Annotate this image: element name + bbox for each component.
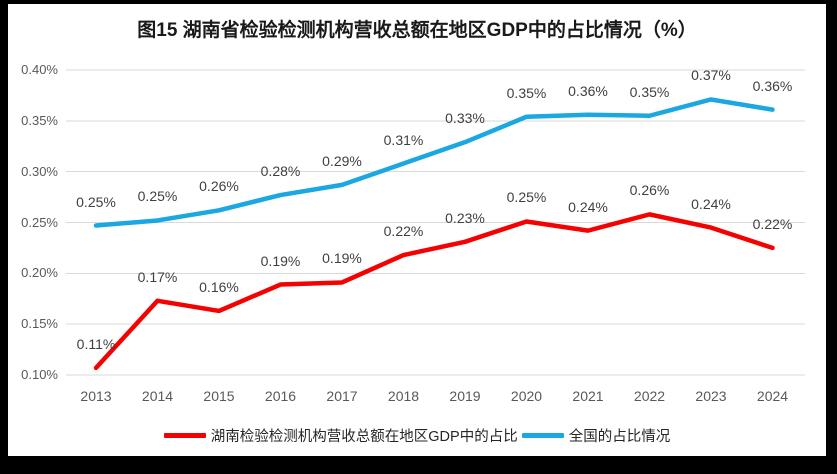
x-tick-label: 2021 <box>572 388 604 404</box>
y-tick-label: 0.10% <box>21 367 58 382</box>
data-label: 0.24% <box>568 198 608 215</box>
data-label: 0.26% <box>199 178 239 195</box>
legend-item-hunan: 湖南检验检测机构营收总额在地区GDP中的占比 <box>163 425 518 446</box>
data-label: 0.36% <box>568 82 608 99</box>
x-tick-label: 2013 <box>80 388 112 404</box>
plot-area <box>66 69 805 376</box>
legend-label-hunan: 湖南检验检测机构营收总额在地区GDP中的占比 <box>210 429 518 445</box>
legend-swatch-hunan-line <box>163 433 206 438</box>
data-label: 0.25% <box>506 189 547 206</box>
y-tick-label: 0.30% <box>21 163 58 179</box>
series-line-national <box>93 97 775 228</box>
x-tick-label: 2016 <box>264 388 297 404</box>
data-label: 0.37% <box>691 67 731 84</box>
data-label: 0.26% <box>629 182 670 199</box>
x-tick-label: 2015 <box>203 388 235 404</box>
data-label: 0.22% <box>752 215 793 232</box>
data-label: 0.35% <box>506 84 547 101</box>
chart-legend: 湖南检验检测机构营收总额在地区GDP中的占比 全国的占比情况 <box>8 425 826 446</box>
data-label: 0.16% <box>199 278 239 295</box>
y-tick-label: 0.15% <box>21 316 58 332</box>
legend-label-national: 全国的占比情况 <box>568 429 671 445</box>
legend-swatch-national-line <box>521 433 564 438</box>
data-label: 0.31% <box>383 131 424 148</box>
legend-item-national: 全国的占比情况 <box>521 425 671 446</box>
data-label: 0.22% <box>383 223 424 240</box>
x-tick-label: 2019 <box>449 388 481 404</box>
x-tick-label: 2022 <box>633 388 666 404</box>
x-tick-label: 2023 <box>695 388 727 404</box>
data-label: 0.11% <box>76 335 116 352</box>
x-tick-label: 2018 <box>387 388 420 404</box>
chart-panel: 图15 湖南省检验检测机构营收总额在地区GDP中的占比情况（%） 0.40% 0.… <box>8 4 826 456</box>
data-label: 0.19% <box>322 250 362 267</box>
data-label: 0.25% <box>76 193 116 210</box>
data-label: 0.24% <box>691 195 731 212</box>
y-tick-label: 0.25% <box>21 214 58 230</box>
data-label: 0.36% <box>752 77 793 94</box>
y-tick-label: 0.20% <box>21 265 58 281</box>
data-label: 0.35% <box>629 83 670 100</box>
data-label: 0.17% <box>137 268 178 285</box>
data-label: 0.28% <box>260 163 301 180</box>
series-line-hunan <box>93 212 775 371</box>
x-tick-label: 2020 <box>510 388 543 404</box>
chart-title: 图15 湖南省检验检测机构营收总额在地区GDP中的占比情况（%） <box>137 20 697 41</box>
data-label: 0.19% <box>260 252 301 269</box>
data-label: 0.29% <box>322 152 362 169</box>
y-tick-label: 0.35% <box>21 112 58 128</box>
data-label: 0.33% <box>445 110 485 127</box>
x-tick-label: 2017 <box>326 388 358 404</box>
x-tick-label: 2014 <box>141 388 174 404</box>
data-label: 0.23% <box>445 209 485 226</box>
y-tick-label: 0.40% <box>21 62 58 77</box>
data-label: 0.25% <box>137 188 178 205</box>
x-tick-label: 2024 <box>756 388 789 404</box>
